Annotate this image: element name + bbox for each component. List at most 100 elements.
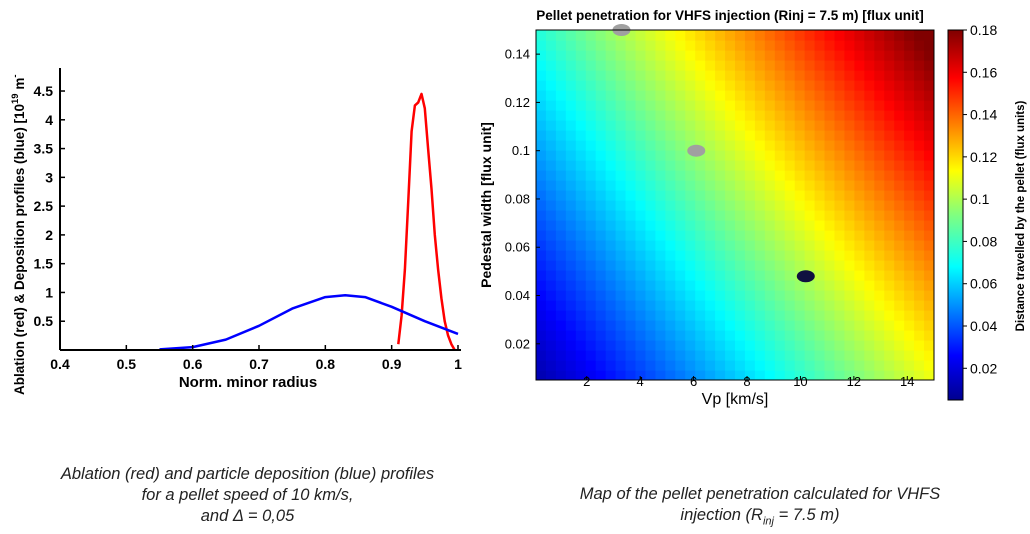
heatmap-cell — [814, 370, 826, 380]
heatmap-cell — [864, 350, 875, 361]
heatmap-cell — [784, 320, 796, 331]
heatmap-cell — [774, 100, 786, 111]
heatmap-cell — [824, 110, 836, 121]
heatmap-cell — [754, 50, 766, 61]
heatmap-cell — [735, 30, 746, 41]
heatmap-cell — [695, 200, 706, 211]
heatmap-cell — [844, 60, 855, 71]
heatmap-cell — [575, 340, 587, 351]
heatmap-cell — [665, 160, 676, 171]
heatmap-cell — [924, 170, 934, 181]
heatmap-cell — [665, 140, 676, 151]
heatmap-cell — [774, 270, 786, 281]
heatmap-cell — [675, 360, 686, 371]
heatmap-cell — [804, 60, 816, 71]
heatmap-cell — [914, 80, 925, 91]
heatmap-cell — [685, 340, 696, 351]
heatmap-cell — [834, 50, 846, 61]
heatmap-cell — [774, 230, 786, 241]
heatmap-cell — [645, 120, 656, 131]
heatmap-cell — [774, 40, 786, 51]
heatmap-cell — [595, 30, 607, 41]
heatmap-cell — [625, 30, 637, 41]
heatmap-cell — [565, 40, 577, 51]
heatmap-cell — [864, 300, 875, 311]
heatmap-cell — [744, 270, 756, 281]
heatmap-cell — [794, 200, 806, 211]
heatmap-cell — [585, 110, 597, 121]
heatmap-cell — [725, 70, 736, 81]
heatmap-cell — [854, 330, 865, 341]
heatmap-cell — [754, 170, 766, 181]
heatmap-cell — [744, 60, 756, 71]
heatmap-cell — [645, 210, 656, 221]
colorbar-tick-label: 0.1 — [970, 191, 990, 207]
heatmap-cell — [695, 230, 706, 241]
heatmap-cell — [784, 230, 796, 241]
heatmap-cells — [536, 30, 934, 380]
heatmap-cell — [834, 210, 846, 221]
heatmap-cell — [665, 70, 676, 81]
heatmap-cell — [695, 210, 706, 221]
heatmap-cell — [675, 190, 686, 201]
heatmap-cell — [824, 50, 836, 61]
heatmap-cell — [725, 160, 736, 171]
heatmap-cell — [725, 230, 736, 241]
heatmap-cell — [884, 80, 895, 91]
heatmap-cell — [565, 170, 577, 181]
heatmap-cell — [884, 370, 895, 380]
heatmap-cell — [774, 140, 786, 151]
heatmap-cell — [675, 120, 686, 131]
profile-y-tick-label: 4.5 — [34, 83, 54, 99]
map-y-tick-label: 0.1 — [512, 143, 530, 158]
heatmap-cell — [635, 300, 647, 311]
heatmap-cell — [874, 220, 885, 231]
heatmap-cell — [715, 40, 726, 51]
colorbar — [947, 29, 964, 401]
heatmap-cell — [655, 200, 666, 211]
heatmap-cell — [565, 340, 577, 351]
heatmap-cell — [555, 310, 567, 321]
heatmap-cell — [705, 270, 716, 281]
heatmap-cell — [685, 290, 696, 301]
heatmap-cell — [725, 130, 736, 141]
heatmap-cell — [804, 150, 816, 161]
heatmap-cell — [585, 340, 597, 351]
heatmap-cell — [675, 130, 686, 141]
map-x-label: Vp [km/s] — [702, 391, 769, 408]
heatmap-cell — [575, 320, 587, 331]
heatmap-cell — [754, 180, 766, 191]
heatmap-cell — [735, 180, 746, 191]
heatmap-cell — [655, 330, 666, 341]
heatmap-cell — [605, 320, 617, 331]
profile-x-tick-label: 0.8 — [316, 356, 336, 372]
heatmap-cell — [675, 150, 686, 161]
heatmap-cell — [615, 170, 627, 181]
heatmap-cell — [695, 140, 706, 151]
heatmap-cell — [904, 180, 915, 191]
heatmap-cell — [665, 180, 676, 191]
heatmap-cell — [744, 190, 756, 201]
heatmap-cell — [715, 360, 726, 371]
heatmap-cell — [824, 160, 836, 171]
heatmap-cell — [914, 120, 925, 131]
heatmap-cell — [685, 90, 696, 101]
heatmap-cell — [884, 150, 895, 161]
heatmap-cell — [834, 40, 846, 51]
heatmap-cell — [635, 40, 647, 51]
heatmap-cell — [904, 320, 915, 331]
heatmap-cell — [565, 140, 577, 151]
heatmap-cell — [774, 320, 786, 331]
heatmap-cell — [814, 220, 826, 231]
heatmap-marker — [796, 270, 815, 283]
heatmap-cell — [744, 260, 756, 271]
heatmap-cell — [635, 340, 647, 351]
heatmap-cell — [545, 180, 557, 191]
heatmap-cell — [675, 270, 686, 281]
heatmap-cell — [705, 30, 716, 41]
heatmap-cell — [904, 130, 915, 141]
colorbar-tick-label: 0.04 — [970, 318, 997, 334]
heatmap-cell — [884, 340, 895, 351]
heatmap-cell — [595, 360, 607, 371]
heatmap-cell — [884, 170, 895, 181]
